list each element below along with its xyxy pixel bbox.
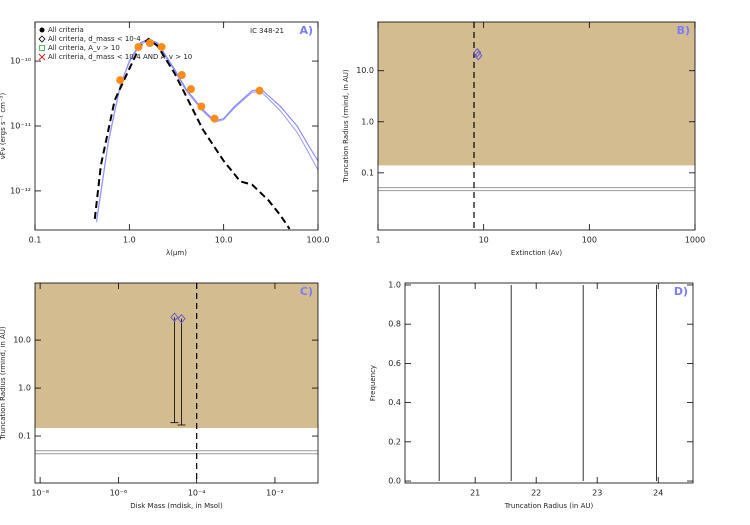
plot-frame: [377, 21, 696, 231]
legend-marker: [39, 27, 45, 33]
y-tick-label: 10⁻¹⁰: [10, 57, 31, 66]
y-tick-label: 10⁻¹¹: [10, 122, 31, 131]
legend-marker: [38, 53, 46, 61]
legend-label: All criteria, d_mass < 10-4: [48, 35, 141, 43]
y-axis-label: Truncation Radius (rmind, in AU): [0, 326, 7, 441]
x-tick-label: 1000: [685, 236, 705, 245]
x-tick-label: 10⁻⁴: [188, 489, 206, 498]
x-tick-label: 10: [479, 236, 489, 245]
y-tick-label: 1.0: [18, 384, 31, 393]
plot-frame: [34, 282, 319, 484]
panel-label: D): [674, 285, 688, 298]
x-axis-label: Extinction (Av): [511, 249, 562, 257]
y-axis-label: Frequency: [369, 365, 377, 401]
plot-frame: [34, 21, 319, 231]
data-point: [116, 76, 125, 85]
y-tick-label: 10.0: [13, 336, 31, 345]
x-tick-label: 1.0: [123, 236, 136, 245]
y-tick-label: 0.4: [388, 398, 401, 407]
x-tick-label: 10⁻²: [266, 489, 284, 498]
x-tick-label: 21: [470, 489, 480, 498]
legend-label: All criteria: [48, 26, 84, 34]
x-axis-label: Truncation Radius (in AU): [504, 502, 594, 510]
panel-label: A): [299, 24, 313, 37]
plot-area: [93, 37, 318, 230]
plot-area: [378, 22, 695, 230]
x-tick-label: 10.0: [215, 236, 233, 245]
legend-marker: [39, 45, 45, 51]
data-point: [474, 50, 483, 61]
y-tick-label: 0.1: [361, 168, 374, 177]
x-tick-label: 10⁻⁸: [31, 489, 49, 498]
y-tick-label: 0.8: [388, 320, 401, 329]
y-tick-label: 1.0: [361, 117, 374, 126]
data-point: [255, 86, 264, 95]
data-point: [177, 313, 186, 324]
x-tick-label: 10⁻⁶: [110, 489, 128, 498]
y-tick-label: 1.0: [388, 280, 401, 289]
series-line: [93, 37, 291, 230]
panel: 21 22 23 24 0.0 0.2 0.4 0.6 0.8 1.0 Truncation Rad…: [369, 280, 694, 510]
panel: 1 10 100 1000 0.1 1.0 10.0 Extinction (Av) Trunc…: [342, 21, 705, 257]
x-tick-label: 1: [375, 236, 380, 245]
y-tick-label: 10⁻¹²: [10, 186, 31, 195]
y-tick-label: 0.6: [388, 359, 401, 368]
annotation: IC 348-21: [250, 27, 284, 35]
data-point: [134, 42, 143, 51]
shaded-region: [378, 22, 695, 166]
y-tick-label: 0.0: [388, 477, 401, 486]
y-axis-label: νFν (ergs s⁻¹ cm⁻²): [0, 93, 7, 160]
x-tick-label: 23: [592, 489, 602, 498]
legend-label: All criteria, A_v > 10: [48, 44, 120, 52]
panel: 0.1 1.0 10.0 100.0 10⁻¹² 10⁻¹¹ 10⁻¹⁰ λ(μm) νFν (…: [0, 21, 330, 257]
shaded-region: [35, 283, 318, 429]
data-point: [170, 312, 179, 322]
x-tick-label: 0.1: [29, 236, 42, 245]
y-axis-label: Truncation Radius (rmind, in AU): [342, 69, 350, 184]
x-axis-label: Disk Mass (mdisk, in Msol): [130, 502, 223, 510]
data-point: [177, 71, 186, 80]
panel-label: B): [677, 24, 690, 37]
data-point: [210, 114, 219, 123]
data-point: [186, 85, 195, 94]
data-point: [157, 42, 166, 51]
x-tick-label: 24: [653, 489, 663, 498]
legend-marker: [38, 35, 46, 43]
plot-area: [35, 283, 318, 483]
panel-label: C): [300, 285, 313, 298]
series-line: [96, 39, 318, 223]
x-axis-label: λ(μm): [166, 249, 187, 257]
data-point: [145, 38, 154, 47]
panel: 10⁻⁸ 10⁻⁶ 10⁻⁴ 10⁻² 0.1 1.0 10.0 Disk Mass (mdi…: [0, 282, 319, 510]
y-tick-label: 0.1: [18, 432, 31, 441]
y-tick-label: 0.2: [388, 437, 401, 446]
x-tick-label: 22: [531, 489, 541, 498]
data-point: [197, 102, 206, 111]
x-tick-label: 100.0: [307, 236, 330, 245]
legend-label: All criteria, d_mass < 10-4 AND A_v > 10: [48, 53, 192, 61]
data-point: [473, 47, 482, 58]
plot-frame: [404, 282, 694, 484]
x-tick-label: 100: [582, 236, 597, 245]
plot-area: [438, 284, 657, 482]
y-tick-label: 10.0: [356, 66, 374, 75]
